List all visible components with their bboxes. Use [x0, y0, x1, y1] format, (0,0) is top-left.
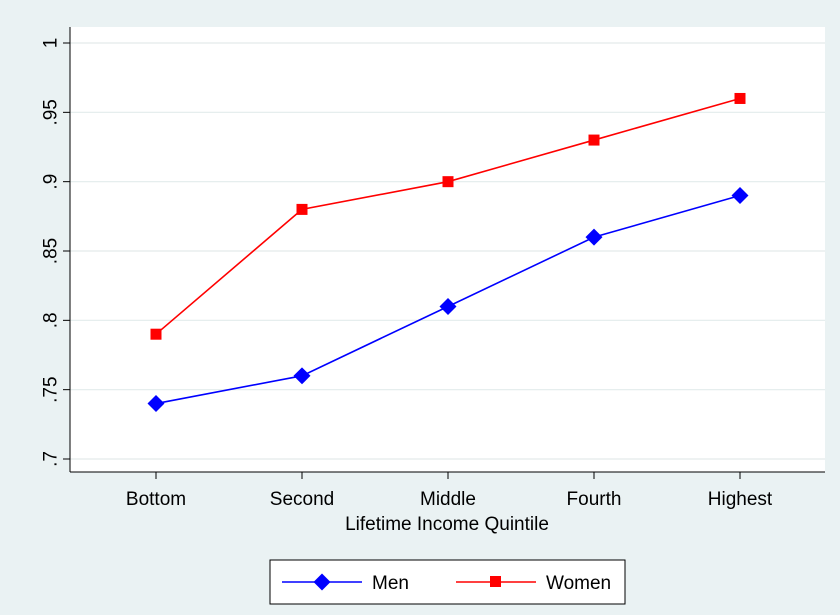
x-tick-label: Fourth: [567, 489, 622, 510]
y-axis-ticks: .7 .75 .8 .85 .9 .95 1: [41, 38, 70, 467]
y-tick-label: .95: [41, 99, 62, 125]
data-point-women: [734, 92, 746, 104]
y-tick-label: .85: [41, 238, 62, 264]
y-tick-label: .75: [41, 376, 62, 402]
data-point-women: [442, 176, 454, 188]
x-axis-label: Lifetime Income Quintile: [345, 514, 549, 535]
legend-label-men: Men: [372, 573, 409, 594]
y-tick-label: .7: [41, 451, 62, 467]
legend: Men Women: [269, 559, 626, 605]
series-group: [147, 92, 749, 413]
data-point-men: [293, 367, 311, 385]
x-axis-ticks: Bottom Second Middle Fourth Highest: [126, 472, 773, 510]
grid-lines: [70, 42, 825, 460]
data-point-women: [296, 203, 308, 215]
x-tick-label: Second: [270, 489, 334, 510]
y-tick-label: .8: [41, 312, 62, 328]
x-tick-label: Middle: [420, 489, 476, 510]
x-tick-label: Bottom: [126, 489, 186, 510]
legend-marker-men: [313, 573, 331, 591]
x-tick-label: Highest: [708, 489, 773, 510]
legend-label-women: Women: [546, 573, 611, 594]
legend-marker-women: [490, 576, 501, 587]
y-tick-label: .9: [41, 174, 62, 190]
y-tick-label: 1: [41, 38, 62, 49]
data-point-men: [147, 395, 165, 413]
data-point-women: [150, 328, 162, 340]
data-point-women: [588, 134, 600, 146]
data-point-men: [731, 187, 749, 205]
plot-area: [70, 27, 825, 472]
data-point-men: [585, 228, 603, 246]
data-point-men: [439, 297, 457, 315]
